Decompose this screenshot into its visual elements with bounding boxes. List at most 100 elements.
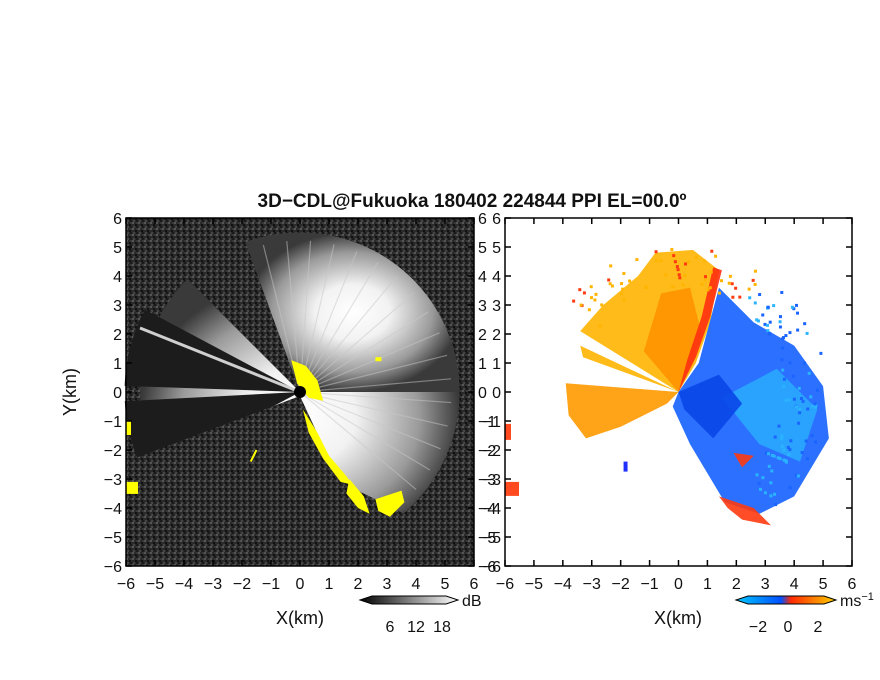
velocity-pixel — [780, 434, 784, 438]
velocity-pixel — [700, 282, 704, 286]
y-tick-label: 3 — [113, 298, 122, 315]
velocity-pixel — [790, 305, 794, 309]
velocity-pixel — [789, 439, 793, 443]
x-tick-label: 4 — [412, 576, 421, 593]
velocity-pixel — [814, 403, 818, 407]
velocity-pixel — [727, 281, 731, 285]
velocity-pixel — [770, 469, 774, 473]
velocity-pixel — [770, 453, 774, 457]
velocity-pixel — [677, 273, 681, 277]
velocity-pixel — [758, 293, 762, 297]
x-tick-label: −2 — [233, 576, 251, 593]
velocity-x-tick-labels: −6 −5 −4 −3 −2 −1 0 1 2 3 4 5 6 — [496, 576, 857, 593]
velocity-axis-ticks — [504, 217, 853, 567]
echo-streak — [299, 391, 431, 471]
velocity-x-axis-label: X(km) — [654, 608, 702, 628]
velocity-pixel — [796, 474, 800, 478]
zero-velocity-band — [678, 267, 722, 392]
y-tick-label-right: 5 — [478, 240, 487, 257]
x-tick-label: 3 — [761, 576, 770, 593]
x-tick-label: −3 — [204, 576, 222, 593]
approaching-outer — [721, 368, 818, 462]
velocity-pixel — [589, 296, 593, 300]
velocity-pixel — [773, 435, 777, 439]
velocity-pixel — [792, 397, 796, 401]
reflectivity-colorbar-bar — [358, 595, 460, 605]
velocity-pixel — [797, 386, 801, 390]
x-tick-label: 2 — [354, 576, 363, 593]
y-tick-label: 1 — [492, 356, 501, 373]
velocity-pixel — [807, 371, 811, 375]
velocity-pixel — [759, 487, 763, 491]
yellow-region — [375, 357, 382, 362]
velocity-pixel — [763, 491, 767, 495]
yellow-region — [291, 360, 324, 401]
y-tick-label: −6 — [483, 559, 501, 576]
velocity-pixel — [778, 315, 782, 319]
velocity-pixel — [800, 451, 804, 455]
velocity-pixel — [709, 270, 713, 274]
echo-streak — [299, 378, 452, 393]
x-tick-label: −5 — [525, 576, 543, 593]
reflectivity-x-tick-labels: −6 −5 −4 −3 −2 −1 0 1 2 3 4 5 6 — [117, 576, 479, 593]
y-tick-label-right: 3 — [478, 298, 487, 315]
velocity-pixel — [751, 278, 755, 282]
velocity-pixel — [703, 259, 707, 263]
velocity-pixel — [778, 325, 782, 329]
radar-site-marker — [294, 386, 306, 398]
yellow-region — [375, 490, 405, 517]
velocity-pixel — [777, 424, 781, 428]
echo-streak — [299, 391, 452, 404]
velocity-pixel — [794, 303, 798, 307]
yellow-highlight-layer — [126, 357, 405, 517]
velocity-pixel — [755, 318, 759, 322]
receding-ray — [580, 345, 679, 392]
edge-fringe — [733, 452, 754, 468]
velocity-pixel — [710, 249, 714, 253]
velocity-pixel — [767, 332, 771, 336]
x-tick-label: −4 — [554, 576, 572, 593]
x-tick-label: 5 — [441, 576, 450, 593]
y-tick-label: −5 — [104, 530, 122, 547]
y-tick-label: 1 — [113, 356, 122, 373]
y-tick-label: 2 — [113, 327, 122, 344]
velocity-pixel — [673, 260, 677, 264]
edge-fringe — [718, 496, 772, 526]
velocity-pixel — [806, 407, 810, 411]
y-tick-label: 4 — [492, 269, 501, 286]
velocity-pixel — [782, 384, 786, 388]
velocity-pixel — [731, 295, 735, 299]
echo-streak — [299, 251, 358, 393]
velocity-pixel — [654, 250, 658, 254]
x-tick-label: 4 — [790, 576, 799, 593]
velocity-y-tick-labels: −6 −5 −4 −3 −2 −1 0 1 2 3 4 5 6 — [483, 211, 501, 576]
x-tick-label: −3 — [583, 576, 601, 593]
y-tick-label-right: 6 — [478, 211, 487, 228]
x-tick-label: −5 — [146, 576, 164, 593]
echo-streak — [299, 275, 398, 393]
reflectivity-x-axis-label: X(km) — [276, 608, 324, 628]
velocity-pixel — [765, 323, 769, 327]
velocity-pixel — [782, 336, 786, 340]
velocity-pixel — [791, 374, 795, 378]
y-tick-label: 5 — [492, 240, 501, 257]
velocity-pixel — [788, 361, 792, 365]
velocity-pixel — [769, 481, 773, 485]
velocity-pixel — [784, 334, 788, 338]
echo-beam — [139, 326, 301, 394]
velocity-pixel — [608, 282, 612, 286]
velocity-pixel — [813, 402, 817, 406]
y-tick-label-right: −2 — [478, 443, 496, 460]
velocity-colorbar: ms−1 −2 0 2 — [734, 591, 874, 636]
reflectivity-colorbar-tick: 12 — [407, 619, 425, 636]
y-tick-label-right: 0 — [478, 385, 487, 402]
reflectivity-axis-ticks — [125, 217, 475, 567]
velocity-pixel — [598, 324, 602, 328]
velocity-pixel — [717, 291, 721, 295]
velocity-pixel — [811, 404, 815, 408]
y-tick-label: 3 — [492, 298, 501, 315]
velocity-pixel — [773, 492, 777, 496]
velocity-pixel — [675, 265, 679, 269]
y-tick-label: 2 — [492, 327, 501, 344]
